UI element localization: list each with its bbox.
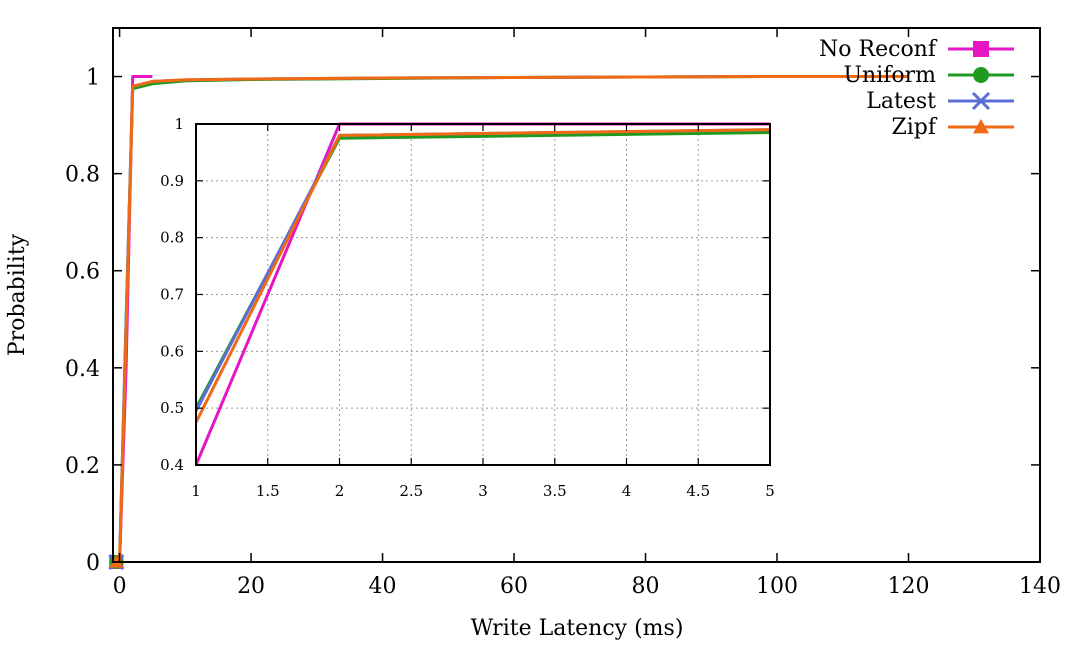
x-tick-label: 120	[888, 574, 930, 599]
y-tick-label: 0.4	[65, 357, 100, 382]
x-tick-label: 40	[369, 574, 397, 599]
legend-item-3: Zipf	[891, 115, 1014, 140]
inset-ticks: 1 1.5 2 2.5 3 3.5 4 4.5 5 0.4 0.5 0.6 0.7 0.8 0.9 1	[160, 115, 775, 500]
y-tick-label: 1	[86, 66, 100, 91]
legend-marker-0	[973, 41, 989, 57]
inset-y-tick-label: 0.4	[160, 456, 184, 474]
legend-label: No Reconf	[819, 37, 938, 62]
inset-x-tick-label: 4.5	[686, 482, 710, 500]
inset-y-tick-label: 0.8	[160, 229, 184, 247]
inset-x-tick-label: 2.5	[399, 482, 423, 500]
legend-label: Latest	[866, 89, 936, 114]
y-tick-label: 0.8	[65, 163, 100, 188]
legend-label: Zipf	[891, 115, 937, 140]
inset-x-tick-label: 4	[622, 482, 632, 500]
legend-marker-2	[971, 91, 991, 111]
inset-x-tick-label: 2	[335, 482, 345, 500]
x-tick-label: 80	[632, 574, 660, 599]
inset-y-tick-label: 0.6	[160, 342, 184, 360]
x-tick-label: 100	[756, 574, 798, 599]
inset-series-line-3	[194, 128, 771, 424]
y-axis-title: Probability	[5, 233, 30, 356]
legend-item-0: No Reconf	[819, 37, 1014, 62]
legend-marker-2-b	[971, 91, 991, 111]
inset-y-tick-label: 0.5	[160, 399, 184, 417]
inset-x-tick-label: 1	[191, 482, 201, 500]
x-axis-title: Write Latency (ms)	[471, 616, 684, 641]
inset-x-tick-label: 3	[478, 482, 488, 500]
inset-plot: 1 1.5 2 2.5 3 3.5 4 4.5 5 0.4 0.5 0.6 0.7 0.8 0.9 1	[160, 115, 775, 500]
main-series	[108, 75, 909, 571]
legend-item-1: Uniform	[843, 63, 1014, 88]
legend-marker-1	[973, 67, 989, 83]
y-tick-label: 0	[86, 551, 100, 576]
y-tick-label: 0.2	[65, 454, 100, 479]
inset-y-tick-label: 0.9	[160, 172, 184, 190]
inset-x-tick-label: 5	[765, 482, 775, 500]
inset-x-tick-label: 3.5	[543, 482, 567, 500]
inset-x-tick-label: 1.5	[256, 482, 280, 500]
legend-marker-3	[973, 119, 989, 134]
inset-y-tick-label: 1	[174, 115, 184, 133]
legend-label: Uniform	[843, 63, 936, 88]
x-tick-label: 0	[113, 574, 127, 599]
main-frame	[112, 27, 1041, 563]
series-line-3	[116, 75, 909, 564]
x-tick-label: 140	[1019, 574, 1061, 599]
legend-item-2: Latest	[866, 89, 1014, 114]
x-tick-label: 60	[500, 574, 528, 599]
x-tick-label: 20	[237, 574, 265, 599]
inset-y-tick-label: 0.7	[160, 286, 184, 304]
main-plot-border	[112, 27, 1041, 563]
y-tick-label: 0.6	[65, 260, 100, 285]
main-ticks: 0 20 40 60 80 100 120 140 0 0.2 0.4 0.6 0.8 1	[65, 28, 1061, 599]
